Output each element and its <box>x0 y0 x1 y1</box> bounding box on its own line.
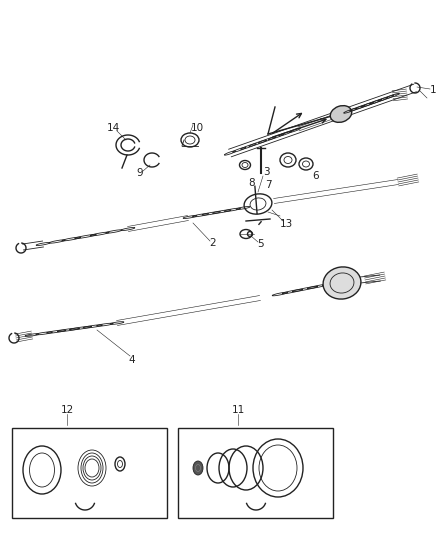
Text: 7: 7 <box>265 180 271 190</box>
Ellipse shape <box>323 267 361 299</box>
Text: 9: 9 <box>137 168 143 178</box>
Text: 11: 11 <box>231 405 245 415</box>
Text: 8: 8 <box>249 178 255 188</box>
Ellipse shape <box>330 106 352 123</box>
Text: 1: 1 <box>430 85 436 95</box>
Text: 3: 3 <box>263 167 269 177</box>
Text: 6: 6 <box>313 171 319 181</box>
Ellipse shape <box>193 461 203 475</box>
Text: 12: 12 <box>60 405 74 415</box>
Text: 14: 14 <box>106 123 120 133</box>
Text: 10: 10 <box>191 123 204 133</box>
Bar <box>12 428 167 518</box>
Text: 4: 4 <box>129 355 135 365</box>
Text: 2: 2 <box>210 238 216 248</box>
Text: 13: 13 <box>279 219 293 229</box>
Bar <box>178 428 333 518</box>
Text: 5: 5 <box>258 239 264 249</box>
